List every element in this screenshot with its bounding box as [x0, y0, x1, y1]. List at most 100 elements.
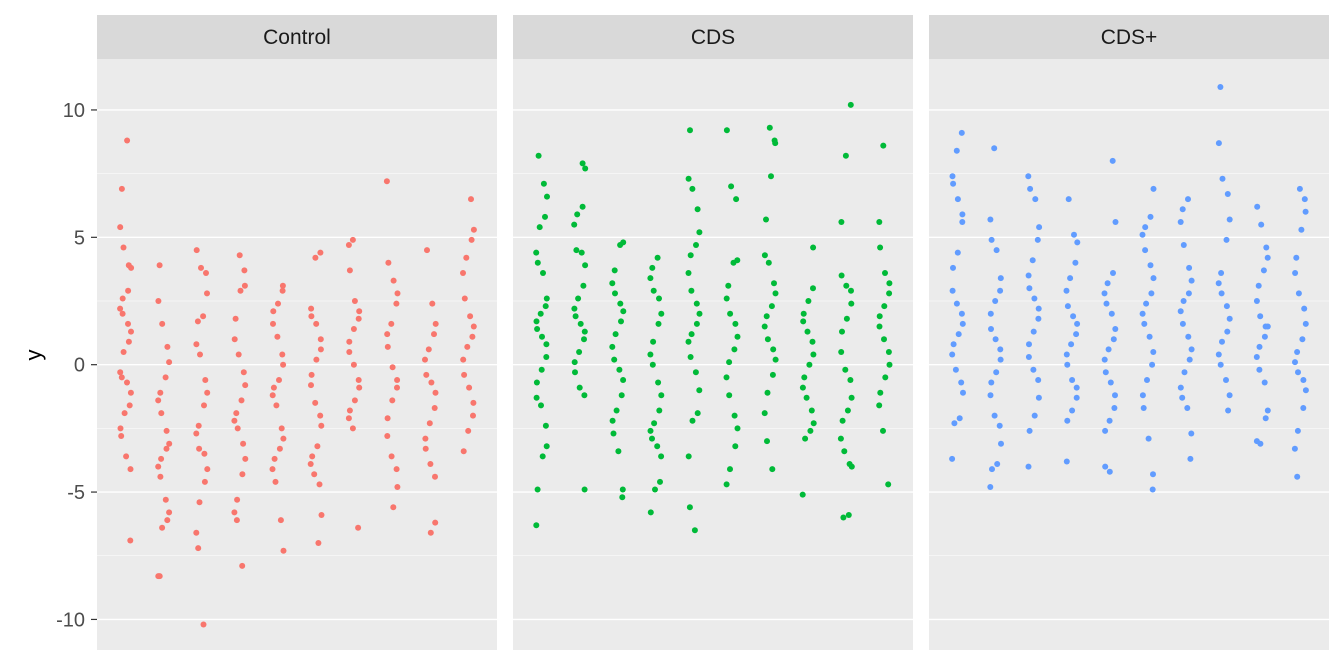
- data-point: [1301, 305, 1308, 312]
- data-point: [394, 377, 401, 383]
- data-point: [582, 165, 589, 172]
- data-point: [235, 351, 242, 358]
- data-point: [460, 270, 466, 276]
- data-point: [1105, 346, 1112, 353]
- data-point: [231, 509, 238, 516]
- data-point: [271, 455, 278, 462]
- data-point: [349, 236, 356, 243]
- facet-strip: [929, 15, 1329, 59]
- data-point: [991, 145, 998, 152]
- data-point: [384, 433, 391, 439]
- data-point: [725, 282, 732, 289]
- data-point: [276, 445, 283, 452]
- data-point: [349, 425, 356, 432]
- data-point: [308, 382, 314, 389]
- data-point: [1150, 471, 1156, 478]
- data-point: [810, 244, 817, 251]
- data-point: [467, 313, 474, 320]
- data-point: [461, 295, 468, 302]
- data-point: [956, 415, 963, 422]
- data-point: [1294, 427, 1301, 434]
- data-point: [351, 298, 358, 304]
- data-point: [544, 193, 550, 200]
- data-point: [949, 173, 956, 180]
- data-point: [318, 422, 325, 429]
- data-point: [723, 295, 730, 302]
- data-point: [350, 326, 357, 332]
- data-point: [202, 377, 209, 383]
- data-point: [728, 183, 735, 190]
- data-point: [723, 127, 730, 134]
- data-point: [571, 305, 578, 312]
- data-point: [1026, 427, 1033, 434]
- data-point: [998, 440, 1004, 447]
- data-point: [955, 331, 962, 338]
- data-point: [389, 364, 396, 371]
- data-point: [1301, 196, 1308, 203]
- data-point: [128, 328, 134, 335]
- data-point: [155, 298, 162, 304]
- data-point: [1185, 333, 1192, 340]
- data-point: [388, 320, 395, 327]
- data-point: [307, 461, 314, 467]
- data-point: [768, 173, 774, 180]
- data-point: [693, 242, 699, 248]
- data-point: [394, 290, 401, 297]
- data-point: [647, 275, 654, 282]
- data-point: [696, 310, 703, 317]
- y-tick-label: 10: [63, 100, 85, 122]
- data-point: [125, 287, 132, 294]
- data-point: [838, 219, 845, 225]
- data-point: [346, 338, 353, 345]
- data-point: [687, 354, 694, 360]
- data-point: [1147, 213, 1154, 220]
- data-point: [687, 252, 694, 259]
- data-point: [1300, 405, 1307, 411]
- data-point: [538, 366, 545, 373]
- data-point: [952, 366, 959, 373]
- data-point: [576, 384, 583, 391]
- data-point: [200, 313, 207, 320]
- data-point: [1102, 463, 1109, 470]
- data-point: [314, 443, 321, 450]
- data-point: [1072, 259, 1079, 266]
- data-point: [428, 379, 435, 386]
- data-point: [193, 341, 200, 348]
- data-point: [393, 300, 400, 307]
- data-point: [1264, 323, 1271, 330]
- data-point: [466, 384, 473, 391]
- data-point: [1302, 208, 1309, 215]
- data-point: [876, 313, 883, 320]
- data-point: [1073, 331, 1080, 338]
- data-point: [1149, 486, 1156, 493]
- data-point: [157, 473, 164, 480]
- data-point: [803, 394, 810, 401]
- data-point: [385, 259, 392, 266]
- data-point: [694, 206, 701, 213]
- data-point: [991, 412, 998, 419]
- data-point: [1253, 438, 1260, 445]
- data-point: [1149, 361, 1156, 368]
- data-point: [657, 478, 663, 485]
- data-point: [958, 129, 965, 136]
- data-point: [534, 486, 541, 493]
- data-point: [384, 343, 391, 350]
- data-point: [1034, 236, 1041, 243]
- data-point: [465, 427, 472, 434]
- data-point: [270, 320, 276, 327]
- data-point: [877, 244, 884, 251]
- data-point: [609, 343, 616, 350]
- data-point: [656, 295, 662, 302]
- data-point: [158, 410, 165, 417]
- data-point: [117, 425, 124, 432]
- data-point: [536, 224, 543, 231]
- data-point: [571, 221, 578, 228]
- data-point: [308, 305, 315, 312]
- data-point: [204, 290, 210, 297]
- data-point: [470, 323, 477, 330]
- data-point: [727, 310, 734, 317]
- data-point: [685, 338, 692, 345]
- data-point: [422, 356, 428, 363]
- data-point: [1064, 417, 1071, 424]
